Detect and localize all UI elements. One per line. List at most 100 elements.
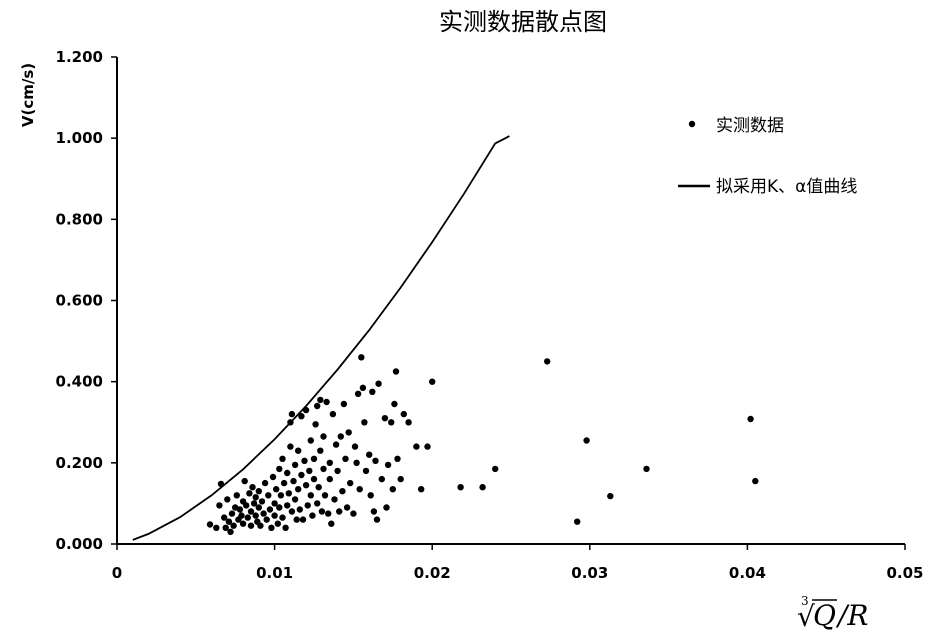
data-point bbox=[238, 512, 245, 519]
data-point bbox=[255, 488, 262, 495]
data-point bbox=[244, 514, 251, 521]
x-tick-label: 0.01 bbox=[256, 564, 293, 582]
data-point bbox=[392, 368, 400, 375]
data-point bbox=[336, 508, 343, 515]
data-point bbox=[325, 510, 332, 517]
data-point bbox=[400, 410, 407, 418]
data-point bbox=[424, 443, 431, 450]
data-point bbox=[271, 512, 278, 519]
data-point bbox=[233, 492, 240, 499]
legend-label-curve: 拟采用K、α值曲线 bbox=[716, 177, 857, 197]
data-point bbox=[293, 516, 300, 523]
data-point bbox=[383, 504, 390, 511]
data-point bbox=[351, 443, 359, 450]
data-point bbox=[583, 437, 590, 444]
data-point bbox=[230, 522, 237, 529]
data-point bbox=[366, 451, 373, 458]
data-point bbox=[317, 447, 324, 454]
y-tick-label: 0.800 bbox=[56, 210, 103, 228]
x-tick-label: 0.05 bbox=[886, 564, 923, 582]
data-point bbox=[326, 459, 333, 466]
data-point bbox=[225, 518, 233, 525]
data-point bbox=[285, 490, 292, 497]
data-point bbox=[282, 524, 289, 531]
x-ticks: 0 0.01 0.02 0.03 0.04 0.05 bbox=[112, 544, 924, 582]
legend-label-measured: 实测数据 bbox=[716, 116, 784, 136]
data-point bbox=[397, 475, 404, 483]
data-point bbox=[250, 500, 258, 507]
data-point bbox=[290, 477, 297, 485]
data-point bbox=[217, 480, 225, 488]
data-point bbox=[457, 484, 464, 491]
data-point bbox=[287, 443, 294, 450]
radical-sign: √ bbox=[797, 600, 815, 633]
data-point bbox=[304, 502, 311, 509]
x-tick-label: 0.02 bbox=[414, 564, 451, 582]
legend: 实测数据 拟采用K、α值曲线 bbox=[678, 116, 857, 197]
data-point bbox=[329, 410, 337, 418]
data-point bbox=[479, 484, 486, 491]
x-tick-label: 0.03 bbox=[571, 564, 608, 582]
data-point bbox=[350, 510, 357, 517]
data-point bbox=[260, 510, 267, 517]
data-point bbox=[367, 492, 374, 499]
data-point bbox=[418, 486, 425, 493]
data-point bbox=[255, 504, 262, 511]
data-point bbox=[274, 520, 281, 527]
data-point bbox=[247, 522, 255, 529]
y-tick-label: 0.200 bbox=[56, 454, 103, 472]
data-point bbox=[276, 504, 283, 511]
data-point bbox=[276, 465, 283, 473]
data-point bbox=[302, 482, 310, 489]
data-point bbox=[291, 461, 299, 469]
measured-data-series bbox=[206, 354, 759, 535]
data-point bbox=[381, 415, 389, 422]
data-point bbox=[295, 447, 302, 454]
data-point bbox=[342, 455, 349, 462]
data-point bbox=[314, 500, 321, 507]
data-point bbox=[378, 475, 385, 483]
data-point bbox=[429, 378, 436, 385]
data-point bbox=[391, 400, 398, 408]
data-point bbox=[358, 354, 365, 361]
data-point bbox=[375, 380, 382, 387]
data-point bbox=[332, 441, 340, 448]
data-point bbox=[405, 419, 412, 426]
data-point bbox=[339, 488, 346, 495]
data-point bbox=[288, 508, 296, 515]
data-point bbox=[287, 419, 294, 426]
data-point bbox=[252, 494, 259, 501]
data-point bbox=[353, 459, 360, 466]
y-tick-label: 0.600 bbox=[56, 292, 103, 310]
data-point bbox=[249, 484, 256, 491]
data-point bbox=[384, 461, 392, 469]
data-point bbox=[222, 524, 229, 531]
data-point bbox=[258, 498, 266, 505]
x-axis-label-root-index: 3 bbox=[801, 594, 809, 608]
data-point bbox=[326, 475, 333, 483]
data-point bbox=[243, 502, 250, 509]
data-point bbox=[389, 486, 396, 493]
data-point bbox=[295, 486, 302, 493]
data-point bbox=[310, 475, 318, 483]
fitted-curve-line bbox=[132, 135, 510, 541]
data-point bbox=[298, 413, 305, 420]
data-point bbox=[315, 484, 322, 491]
data-point bbox=[257, 522, 264, 529]
data-point bbox=[394, 455, 401, 462]
data-point bbox=[328, 520, 335, 527]
chart-title: 实测数据散点图 bbox=[439, 8, 607, 36]
data-point bbox=[362, 467, 370, 475]
legend-marker-dot bbox=[688, 120, 696, 128]
y-tick-label: 1.200 bbox=[56, 48, 103, 66]
data-point bbox=[271, 500, 278, 507]
data-point bbox=[372, 457, 379, 464]
data-point bbox=[301, 457, 308, 464]
y-tick-label: 1.000 bbox=[56, 129, 103, 147]
data-point bbox=[296, 506, 303, 513]
data-point bbox=[236, 506, 244, 513]
y-tick-label: 0.000 bbox=[56, 535, 103, 553]
data-point bbox=[317, 396, 324, 404]
data-point bbox=[252, 512, 259, 519]
